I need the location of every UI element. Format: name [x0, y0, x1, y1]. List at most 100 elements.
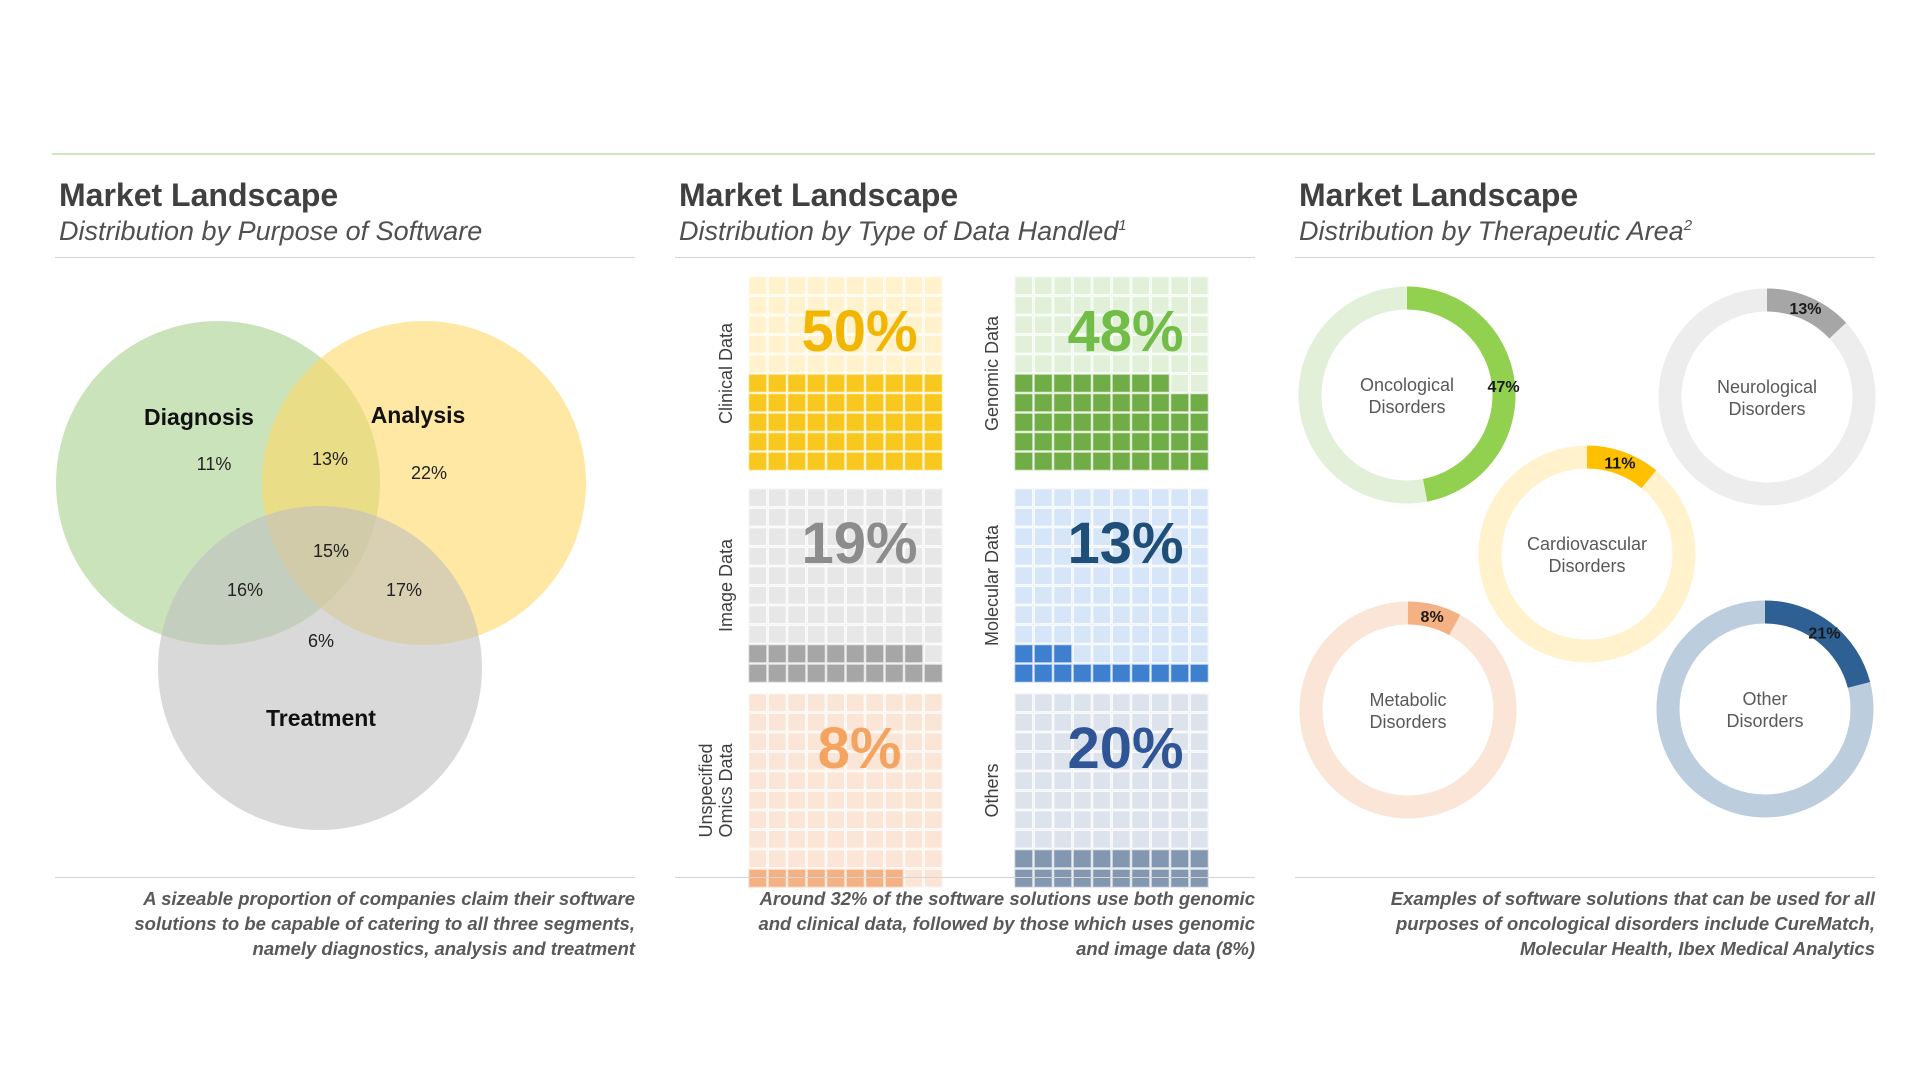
donut-label-line: Disorders: [1548, 556, 1625, 576]
waffle-cell-empty: [806, 624, 826, 644]
waffle-cell-empty: [1150, 334, 1170, 354]
waffle-cell-empty: [1150, 605, 1170, 625]
waffle-cell-empty: [923, 751, 943, 771]
donut-ring: [1299, 601, 1517, 819]
waffle-cell-empty: [767, 585, 787, 605]
waffle-cell-empty: [787, 712, 807, 732]
waffle-cell-filled: [748, 663, 768, 683]
note-line: Examples of software solutions that can …: [1390, 888, 1875, 909]
waffle-cell-empty: [1189, 624, 1209, 644]
waffle-cell-filled: [1131, 451, 1151, 471]
waffle-cell-empty: [1092, 295, 1112, 315]
waffle-cell-filled: [748, 412, 768, 432]
waffle-label: UnspecifiedOmics Data: [696, 743, 736, 838]
waffle-cell-empty: [1170, 771, 1190, 791]
waffle-cell-empty: [826, 751, 846, 771]
waffle-cell-empty: [1150, 693, 1170, 713]
donut-label-line: Other: [1742, 689, 1787, 709]
waffle-cell-empty: [787, 829, 807, 849]
waffle-cell-empty: [826, 624, 846, 644]
waffle-cell-empty: [1072, 751, 1092, 771]
waffle-cell-empty: [865, 295, 885, 315]
waffle-cell-empty: [787, 566, 807, 586]
waffle-cell-empty: [884, 334, 904, 354]
waffle-cell-empty: [1150, 488, 1170, 508]
waffle-cell-empty: [1170, 295, 1190, 315]
waffle-cell-empty: [748, 276, 768, 296]
waffle-cell-filled: [904, 663, 924, 683]
waffle-cell-filled: [806, 663, 826, 683]
waffle-cell-filled: [884, 373, 904, 393]
waffle-cell-empty: [1131, 546, 1151, 566]
donut-label-line: Disorders: [1726, 711, 1803, 731]
waffle-cell-empty: [1111, 790, 1131, 810]
waffle-cell-empty: [826, 693, 846, 713]
waffle-cell-empty: [845, 712, 865, 732]
waffle-cell-filled: [787, 451, 807, 471]
waffle-cell-empty: [884, 771, 904, 791]
panel-note: Examples of software solutions that can …: [1295, 886, 1875, 961]
waffle-cell-empty: [904, 712, 924, 732]
waffle-cell-filled: [1170, 663, 1190, 683]
waffle-cell-filled: [884, 412, 904, 432]
waffle-cell-empty: [1033, 527, 1053, 547]
donut-label: Oncological Disorders: [1360, 375, 1454, 417]
waffle-cell-empty: [767, 315, 787, 335]
waffle-cell-empty: [1014, 546, 1034, 566]
waffle-cell-empty: [1092, 546, 1112, 566]
waffle-percent: 13%: [1067, 511, 1183, 576]
waffle-cell-empty: [1189, 354, 1209, 374]
waffle-cell-empty: [787, 507, 807, 527]
waffle-label: Clinical Data: [716, 322, 736, 424]
waffle-cell-filled: [1189, 451, 1209, 471]
waffle-cell-empty: [1131, 354, 1151, 374]
waffle-cell-filled: [845, 432, 865, 452]
waffle-cell-filled: [1170, 868, 1190, 888]
waffle-cell-empty: [787, 751, 807, 771]
waffle-cell-filled: [1033, 849, 1053, 869]
waffle-cell-empty: [1131, 810, 1151, 830]
waffle-cell-empty: [1170, 790, 1190, 810]
waffle-cell-empty: [787, 605, 807, 625]
waffle-cell-filled: [865, 868, 885, 888]
waffle-cell-empty: [1072, 527, 1092, 547]
waffle-cell-empty: [904, 527, 924, 547]
waffle-cell-filled: [904, 412, 924, 432]
waffle-cell-filled: [1111, 849, 1131, 869]
waffle-cell-filled: [845, 373, 865, 393]
waffle-cell-empty: [1189, 712, 1209, 732]
waffle-cell-empty: [806, 354, 826, 374]
waffle-cell-empty: [1170, 693, 1190, 713]
waffle-cell-empty: [748, 546, 768, 566]
waffle-cell-empty: [826, 488, 846, 508]
waffle-cell-empty: [748, 771, 768, 791]
waffle-cell-empty: [787, 585, 807, 605]
venn-circle-treatment: [158, 506, 482, 830]
waffle-cell-empty: [1072, 507, 1092, 527]
waffle-cell-filled: [1170, 393, 1190, 413]
waffle-cell-empty: [826, 712, 846, 732]
waffle-cell-filled: [748, 644, 768, 664]
waffle-cell-empty: [845, 315, 865, 335]
waffle-cell-empty: [1072, 693, 1092, 713]
waffle-cell-empty: [904, 829, 924, 849]
waffle-cell-empty: [787, 315, 807, 335]
waffle-cell-empty: [826, 771, 846, 791]
waffle-charts: 50% Clinical Data 48% Genomic Data 19% Image …: [696, 276, 1209, 888]
waffle-cell-empty: [1014, 295, 1034, 315]
waffle-cell-filled: [767, 373, 787, 393]
waffle-cell-empty: [1189, 693, 1209, 713]
note-line: solutions to be capable of catering to a…: [134, 913, 635, 934]
waffle-cell-empty: [845, 790, 865, 810]
waffle-cell-empty: [826, 566, 846, 586]
waffle-cell-empty: [1053, 546, 1073, 566]
waffle-cell-empty: [1033, 790, 1053, 810]
waffle-cell-empty: [1092, 315, 1112, 335]
waffle-cell-empty: [787, 488, 807, 508]
waffle-cell-filled: [1072, 849, 1092, 869]
waffle-cell-filled: [923, 432, 943, 452]
waffle-cell-empty: [787, 810, 807, 830]
waffle-cell-filled: [1072, 451, 1092, 471]
waffle-cell-empty: [1014, 693, 1034, 713]
waffle-cell-filled: [767, 412, 787, 432]
